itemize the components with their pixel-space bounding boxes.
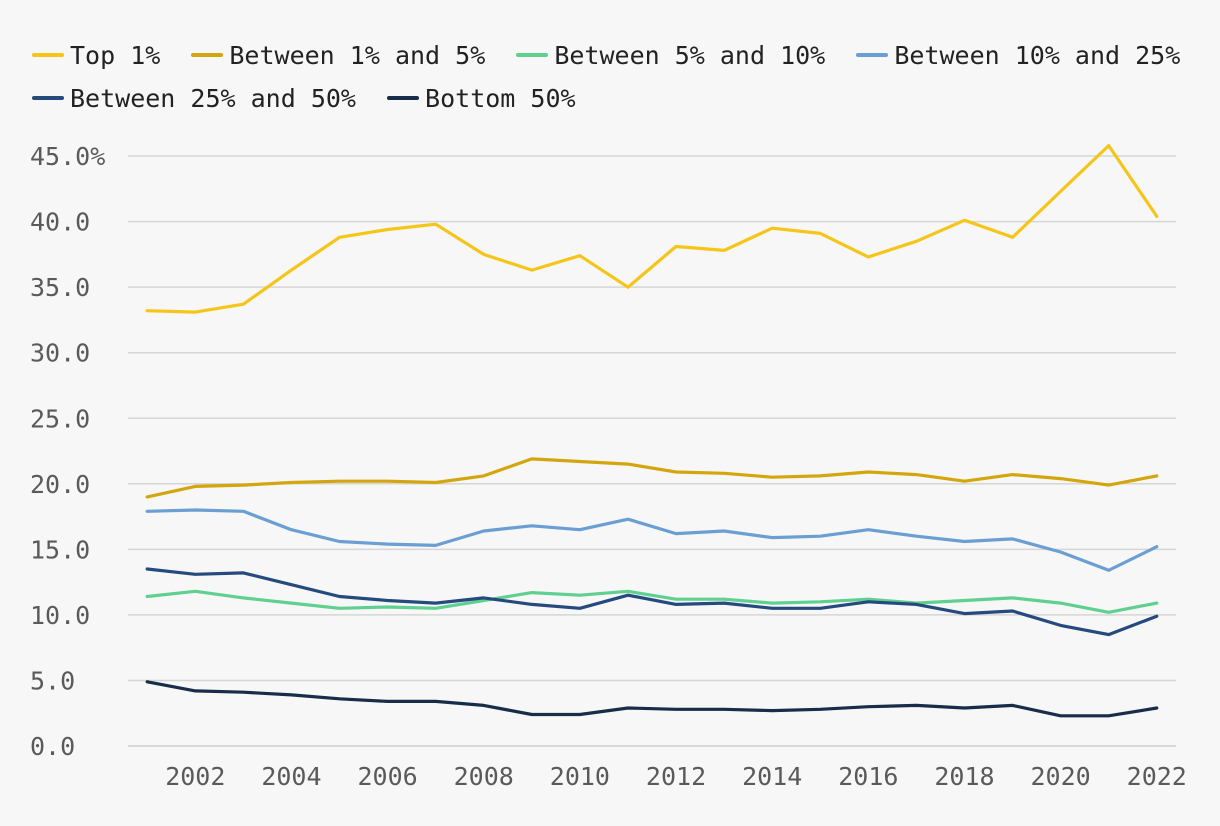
- legend-swatch: [191, 53, 224, 57]
- y-tick-label: 25.0: [30, 404, 90, 433]
- x-tick-label: 2006: [357, 762, 417, 791]
- legend-swatch: [32, 53, 64, 57]
- x-tick-label: 2002: [165, 762, 225, 791]
- x-tick-label: 2018: [934, 762, 994, 791]
- legend-item[interactable]: Between 25% and 50%: [30, 84, 370, 113]
- y-tick-label: 10.0: [30, 601, 90, 630]
- legend-swatch: [32, 96, 64, 100]
- legend-label: Between 5% and 10%: [554, 41, 826, 70]
- x-tick-label: 2010: [550, 762, 610, 791]
- legend-label: Between 1% and 5%: [229, 41, 486, 70]
- legend-swatch: [856, 53, 889, 57]
- legend-label: Between 25% and 50%: [70, 84, 356, 113]
- legend-label: Bottom 50%: [425, 84, 576, 113]
- y-tick-label: 15.0: [30, 535, 90, 564]
- legend-item[interactable]: Between 5% and 10%: [514, 41, 839, 70]
- x-tick-label: 2004: [261, 762, 321, 791]
- y-tick-label: 35.0: [30, 273, 90, 302]
- x-tick-label: 2022: [1127, 762, 1187, 791]
- x-tick-label: 2012: [646, 762, 706, 791]
- series-line: [145, 508, 1159, 572]
- legend-swatch: [516, 53, 549, 57]
- y-tick-label: 5.0: [30, 666, 75, 695]
- y-tick-label: 30.0: [30, 339, 90, 368]
- legend-item[interactable]: Top 1%: [30, 41, 174, 70]
- series-line: [145, 567, 1159, 637]
- series-line: [145, 680, 1159, 718]
- legend-label: Between 10% and 25%: [894, 41, 1181, 70]
- legend-item[interactable]: Between 10% and 25%: [854, 41, 1194, 70]
- series-line: [145, 457, 1159, 499]
- x-tick-label: 2008: [454, 762, 514, 791]
- y-tick-label: 20.0: [30, 470, 90, 499]
- series-line: [145, 589, 1159, 614]
- x-tick-label: 2020: [1031, 762, 1091, 791]
- legend-item[interactable]: Between 1% and 5%: [189, 41, 499, 70]
- y-tick-label: 40.0: [30, 208, 90, 237]
- legend-swatch: [387, 96, 420, 100]
- series-line: [145, 144, 1159, 314]
- y-tick-label: 0.0: [30, 732, 75, 761]
- x-tick-label: 2014: [742, 762, 802, 791]
- legend-item[interactable]: Bottom 50%: [385, 84, 590, 113]
- x-tick-label: 2016: [838, 762, 898, 791]
- y-tick-label: 45.0%: [30, 142, 105, 171]
- legend: Top 1% Between 1% and 5% Between 5% and …: [30, 34, 1200, 120]
- legend-label: Top 1%: [70, 41, 161, 70]
